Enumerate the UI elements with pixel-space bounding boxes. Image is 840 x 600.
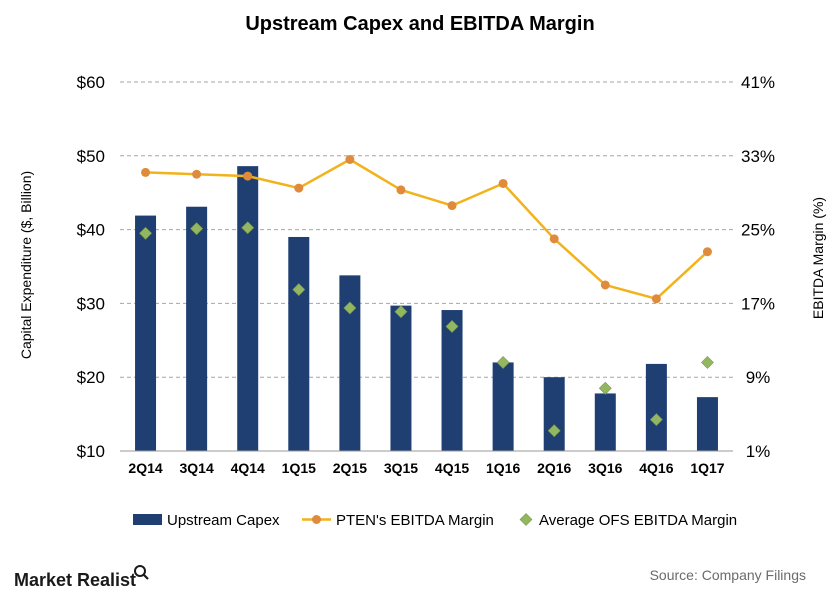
gridlines: [120, 81, 733, 378]
bar: [492, 362, 514, 451]
x-tick-label: 2Q14: [128, 460, 162, 476]
scatter-point: [343, 301, 357, 315]
scatter-point: [190, 222, 204, 236]
scatter-point: [547, 424, 561, 438]
bar: [237, 166, 259, 451]
line-point: [549, 234, 559, 244]
bar: [186, 206, 208, 451]
logo-text: Market Realist: [14, 570, 136, 590]
bar: [288, 236, 310, 451]
x-tick-label: 2Q16: [537, 460, 571, 476]
bar: [645, 363, 667, 451]
scatter-point: [292, 283, 306, 296]
scatter-point: [496, 356, 510, 369]
legend-swatch-upstream-capex: [133, 514, 162, 525]
bar: [543, 377, 565, 451]
x-tick-label: 2Q15: [333, 460, 367, 476]
line-point: [651, 294, 661, 304]
bar: [135, 215, 157, 451]
x-tick-label: 1Q15: [282, 460, 316, 476]
y2-axis-label: EBITDA Margin (%): [810, 197, 826, 319]
y-axis-label: Capital Expenditure ($, Billion): [18, 171, 34, 359]
chart-title: Upstream Capex and EBITDA Margin: [245, 13, 594, 35]
source-text: Source: Company Filings: [650, 567, 806, 583]
y-tick-label: $50: [77, 147, 105, 166]
x-tick-label: 4Q14: [231, 460, 265, 476]
y-tick-label: $40: [77, 221, 105, 240]
bar: [594, 393, 616, 451]
y2-tick-label: 9%: [746, 368, 771, 387]
line-point: [141, 167, 151, 177]
y-tick-label: $60: [77, 73, 105, 92]
bars-upstream-capex: [135, 166, 718, 451]
y2-tick-label: 17%: [741, 294, 775, 313]
bar: [441, 310, 463, 451]
line-pten-ebitda: [141, 154, 712, 304]
bar: [390, 305, 412, 451]
x-tick-label: 4Q15: [435, 460, 469, 476]
legend: Upstream Capex PTEN's EBITDA Margin Aver…: [133, 512, 737, 529]
scatter-point: [445, 320, 459, 333]
y2-tick-label: 33%: [741, 147, 775, 166]
scatter-point: [598, 381, 612, 395]
x-tick-label: 3Q15: [384, 460, 418, 476]
scatter-point: [139, 226, 152, 240]
y-axis-ticks: $10 $20 $30 $40 $50 $60: [77, 73, 105, 461]
legend-label-upstream-capex: Upstream Capex: [167, 512, 280, 529]
x-tick-label: 1Q17: [690, 460, 724, 476]
x-tick-label: 1Q16: [486, 460, 520, 476]
y2-tick-label: 1%: [746, 442, 771, 461]
scatter-point: [701, 356, 714, 369]
line-point: [600, 280, 610, 290]
x-tick-label: 4Q16: [639, 460, 673, 476]
magnifier-icon: [134, 565, 149, 580]
line-point: [294, 183, 304, 193]
line-point: [498, 178, 508, 188]
legend-marker-ofs: [519, 513, 533, 526]
line-point: [243, 171, 253, 181]
line-point: [345, 154, 355, 164]
line-point: [702, 247, 712, 257]
legend-marker-pten: [312, 515, 321, 524]
x-tick-label: 3Q14: [180, 460, 214, 476]
y-tick-label: $10: [77, 442, 105, 461]
scatter-ofs-ebitda: [139, 221, 714, 438]
series-line: [145, 158, 709, 301]
y-tick-label: $20: [77, 368, 105, 387]
legend-label-pten: PTEN's EBITDA Margin: [336, 512, 494, 529]
bar: [339, 275, 361, 451]
y2-tick-label: 41%: [741, 73, 775, 92]
y2-tick-label: 25%: [741, 221, 775, 240]
line-point: [447, 201, 457, 211]
line-point: [192, 169, 202, 179]
x-axis-ticks: 2Q14 3Q14 4Q14 1Q15 2Q15 3Q15 4Q15 1Q16 2Q16 3Q16…: [128, 460, 724, 476]
scatter-point: [649, 413, 663, 427]
scatter-point: [241, 221, 255, 235]
line-point: [396, 185, 406, 195]
bar: [696, 397, 718, 451]
scatter-point: [394, 305, 408, 319]
y-tick-label: $30: [77, 294, 105, 313]
x-tick-label: 3Q16: [588, 460, 622, 476]
y2-axis-ticks: 1% 9% 17% 25% 33% 41%: [741, 73, 775, 461]
legend-label-ofs: Average OFS EBITDA Margin: [539, 512, 737, 529]
